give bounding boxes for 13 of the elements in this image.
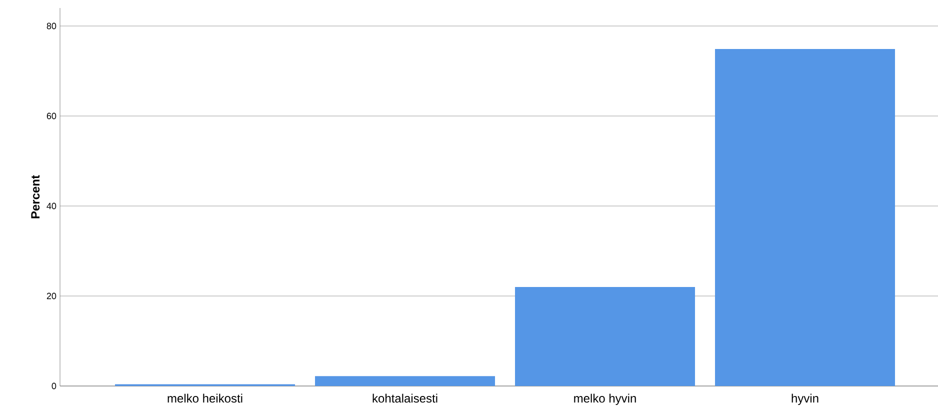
y-tick-label: 0: [52, 382, 56, 390]
y-tick-label: 80: [46, 22, 56, 30]
x-tick-label: melko heikosti: [168, 394, 242, 403]
y-tick-label: 40: [46, 202, 56, 210]
y-axis-title: Percent: [31, 175, 40, 218]
x-tick-label: melko hyvin: [574, 394, 636, 405]
bar: [715, 48, 896, 386]
x-tick-label: hyvin: [792, 394, 818, 405]
x-tick-label: kohtalaisesti: [372, 394, 438, 403]
y-tick-label: 60: [46, 112, 56, 120]
bar: [515, 287, 696, 386]
y-tick-label: 20: [46, 292, 56, 300]
bar: [315, 376, 496, 386]
